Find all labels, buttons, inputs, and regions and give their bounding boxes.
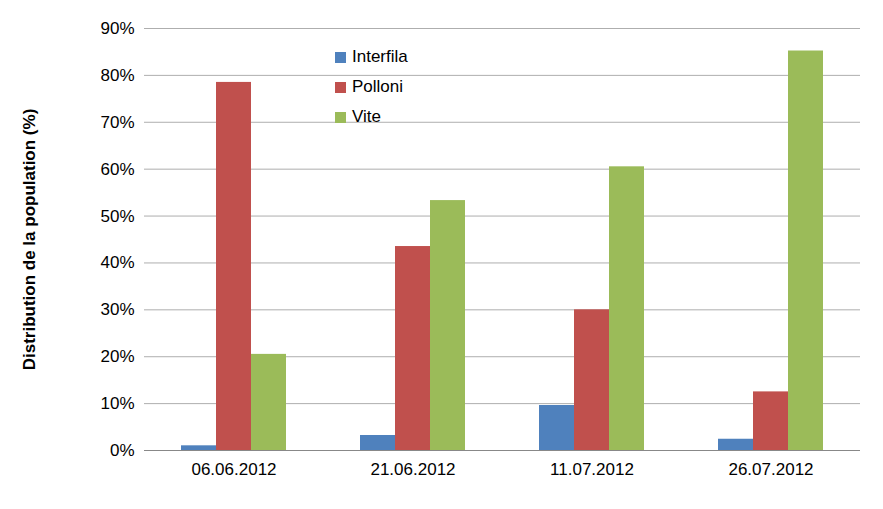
svg-text:0%: 0%	[110, 441, 135, 460]
html-text:Vite: Vite	[352, 107, 381, 126]
svg-text:06.06.2012: 06.06.2012	[191, 460, 276, 479]
svg-text:20%: 20%	[100, 347, 134, 366]
svg-text:Distribution de la population: Distribution de la population (%)	[20, 109, 39, 371]
html-text:Interfila: Interfila	[352, 47, 408, 66]
svg-text:30%: 30%	[100, 300, 134, 319]
svg-text:90%: 90%	[100, 19, 134, 38]
svg-text:40%: 40%	[100, 253, 134, 272]
svg-text:70%: 70%	[100, 113, 134, 132]
svg-text:10%: 10%	[100, 394, 134, 413]
svg-text:50%: 50%	[100, 206, 134, 225]
svg-text:21.06.2012: 21.06.2012	[370, 460, 455, 479]
svg-text:26.07.2012: 26.07.2012	[728, 460, 813, 479]
svg-text:80%: 80%	[100, 66, 134, 85]
html-text:Polloni: Polloni	[352, 77, 403, 96]
svg-text:11.07.2012: 11.07.2012	[550, 460, 634, 479]
svg-text:60%: 60%	[100, 160, 134, 179]
